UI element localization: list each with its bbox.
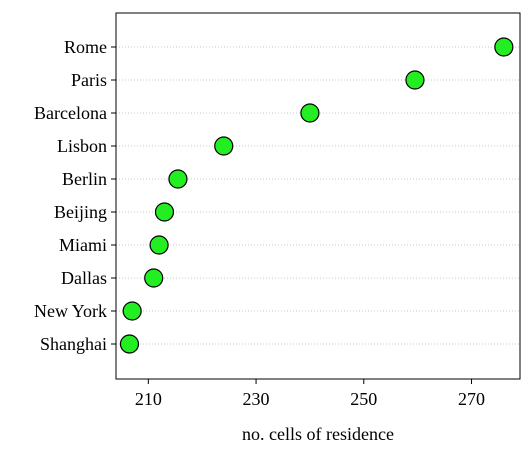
category-label-dallas: Dallas (61, 268, 107, 288)
data-point-beijing (154, 202, 175, 222)
data-point-lisbon (214, 136, 234, 156)
data-point-paris (405, 70, 425, 90)
category-label-shanghai: Shanghai (40, 334, 107, 354)
category-label-new-york: New York (34, 301, 107, 321)
category-labels: Rome Paris Barcelona Lisbon Berlin Beijing Mia… (34, 37, 116, 354)
data-points (119, 37, 514, 354)
x-tick-label-270: 270 (458, 389, 485, 409)
data-point-dallas (144, 268, 164, 288)
x-axis-ticks: 210 230 250 270 (135, 379, 485, 409)
category-label-paris: Paris (71, 70, 107, 90)
x-axis-title: no. cells of residence (242, 424, 394, 444)
x-tick-label-230: 230 (243, 389, 270, 409)
category-label-barcelona: Barcelona (34, 103, 107, 123)
x-tick-label-250: 250 (350, 389, 377, 409)
x-tick-label-210: 210 (135, 389, 162, 409)
data-point-new-york (122, 301, 142, 321)
category-label-rome: Rome (64, 37, 107, 57)
plot-frame (115, 12, 521, 380)
data-point-berlin (168, 169, 188, 189)
category-label-lisbon: Lisbon (57, 136, 107, 156)
category-label-miami: Miami (59, 235, 107, 255)
data-point-shanghai (119, 334, 140, 354)
data-point-miami (149, 235, 169, 255)
category-label-beijing: Beijing (54, 202, 107, 222)
category-label-berlin: Berlin (62, 169, 107, 189)
data-point-rome (494, 37, 514, 57)
gridlines (116, 46, 520, 345)
data-point-barcelona (300, 103, 320, 123)
